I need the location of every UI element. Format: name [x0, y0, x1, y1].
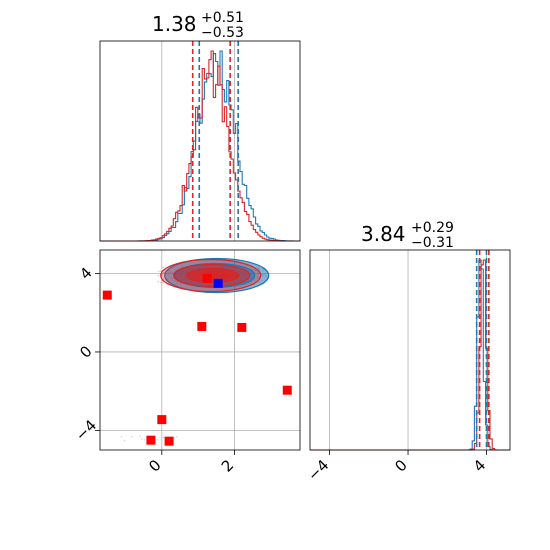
scatter-truth-marker [213, 278, 223, 288]
cloud-dot [138, 435, 141, 438]
cloud-dot [159, 270, 162, 272]
scatter-sample-cloud [120, 266, 269, 442]
histogram-y-upper-error: +0.29 [411, 220, 454, 236]
histogram-x-quantile-lines [191, 41, 239, 241]
histogram-y-quantile-lines [475, 250, 490, 450]
cloud-dot [157, 274, 160, 277]
cloud-dot [157, 270, 160, 273]
cloud-dot [157, 280, 160, 283]
tick-label-hist-y-0: −4 [304, 456, 332, 484]
histogram-y-frame [309, 249, 511, 451]
cloud-dot [159, 281, 162, 284]
tick-label-x-1: 2 [218, 456, 237, 475]
histogram-x-frame [99, 40, 301, 242]
red-point-3 [282, 385, 292, 395]
histogram-y-panel: 3.84 +0.29 −0.31 −4 0 4 [304, 217, 511, 484]
histogram-y-median: 3.84 [361, 222, 406, 246]
cloud-dot [140, 438, 143, 440]
tick-label-y-1: 0 [76, 342, 95, 361]
cloud-dot [123, 439, 126, 442]
red-point-5 [146, 435, 156, 445]
histogram-x-gridlines [161, 41, 235, 241]
cloud-dot [162, 281, 164, 284]
tick-label-hist-y-2: 4 [470, 456, 489, 475]
red-point-6 [164, 436, 174, 446]
cloud-dot [176, 435, 178, 438]
red-point-7 [202, 273, 212, 283]
cloud-dot [162, 278, 165, 281]
scatter-red-square-points [102, 273, 292, 446]
histogram-y-gridlines [329, 250, 487, 450]
scatter-frame [99, 249, 301, 451]
histogram-x-median: 1.38 [152, 12, 197, 36]
histogram-y-lower-error: −0.31 [411, 235, 454, 251]
histogram-x-upper-error: +0.51 [201, 10, 244, 26]
cloud-dot [162, 436, 165, 439]
histogram-y-title: 3.84 +0.29 −0.31 [361, 217, 459, 251]
red-point-0 [102, 290, 112, 300]
histogram-x-title: 1.38 +0.51 −0.53 [152, 7, 249, 41]
red-point-1 [197, 321, 207, 331]
tick-label-hist-y-1: 0 [391, 456, 410, 475]
cloud-dot [162, 271, 165, 274]
cloud-dot [173, 437, 176, 439]
scatter-y-ticks: −4 0 4 [72, 264, 100, 445]
cloud-dot [156, 438, 159, 441]
cloud-dot [162, 266, 165, 269]
truth-point [213, 278, 223, 288]
histogram-x-panel: 1.38 +0.51 −0.53 [99, 7, 301, 242]
histogram-series-1 [100, 50, 300, 242]
red-point-4 [157, 415, 167, 425]
tick-label-x-0: 0 [145, 456, 164, 475]
tick-label-y-2: 4 [76, 264, 95, 283]
cloud-dot [120, 435, 123, 438]
tick-label-y-0: −4 [72, 416, 100, 444]
red-point-2 [237, 322, 247, 332]
cloud-dot [130, 435, 133, 438]
histogram-y-x-ticks: −4 0 4 [304, 450, 489, 484]
cloud-dot [143, 438, 146, 441]
histogram-x-lower-error: −0.53 [201, 25, 244, 41]
